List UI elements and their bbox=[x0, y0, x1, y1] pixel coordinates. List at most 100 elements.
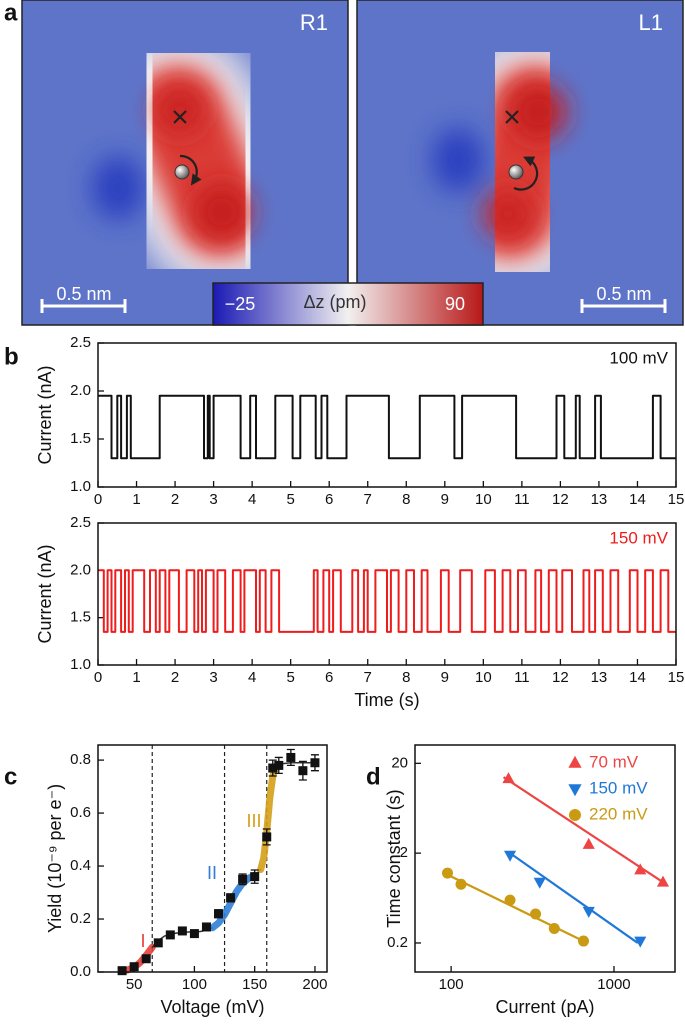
x-tick-label: 150 bbox=[242, 976, 267, 993]
lobe bbox=[194, 184, 250, 240]
marker bbox=[189, 929, 199, 939]
marker bbox=[177, 926, 187, 936]
x-tick-label: 8 bbox=[402, 669, 410, 686]
x-axis-title: Time (s) bbox=[354, 690, 419, 710]
marker bbox=[226, 893, 236, 903]
marker bbox=[153, 938, 163, 948]
marker bbox=[656, 875, 670, 887]
marker bbox=[502, 772, 515, 784]
marker bbox=[582, 906, 595, 918]
y-tick-label: 0.4 bbox=[70, 857, 91, 874]
x-tick-label: 3 bbox=[209, 669, 217, 686]
x-tick-label: 5 bbox=[286, 669, 294, 686]
cross bbox=[173, 110, 187, 124]
marker bbox=[310, 758, 320, 768]
rotation-arrow bbox=[179, 154, 202, 186]
legend-marker bbox=[568, 755, 582, 768]
x-tick-label: 1 bbox=[132, 669, 140, 686]
x-tick-label: 9 bbox=[441, 669, 449, 686]
y-tick-label: 1.0 bbox=[70, 656, 91, 673]
marker bbox=[201, 922, 211, 932]
stm-image bbox=[357, 0, 683, 325]
x-tick-label: 2 bbox=[171, 669, 179, 686]
marker bbox=[634, 936, 647, 948]
colorbar-max: 90 bbox=[445, 294, 465, 314]
marker bbox=[262, 832, 272, 842]
y-tick-label: 0.2 bbox=[70, 910, 91, 927]
x-tick-label: 11 bbox=[514, 491, 530, 508]
marker bbox=[129, 962, 139, 972]
x-tick-label: 13 bbox=[591, 669, 608, 686]
y-tick-label: 20 bbox=[391, 754, 408, 771]
x-tick-label: 7 bbox=[364, 669, 372, 686]
x-tick-label: 100 bbox=[439, 976, 464, 993]
x-tick-label: 14 bbox=[629, 669, 646, 686]
marker bbox=[455, 878, 467, 890]
panel-label: b bbox=[4, 343, 19, 370]
marker bbox=[298, 766, 308, 776]
y-tick-label: 2.5 bbox=[70, 334, 91, 351]
image-border bbox=[21, 0, 349, 326]
cross bbox=[505, 110, 519, 124]
x-tick-label: 12 bbox=[552, 491, 569, 508]
plot-frame bbox=[414, 744, 676, 973]
marker bbox=[165, 930, 175, 940]
x-tick-label: 100 bbox=[182, 976, 207, 993]
y-axis-title: Current (nA) bbox=[35, 365, 55, 464]
y-tick-label: 2.0 bbox=[70, 382, 91, 399]
x-tick-label: 50 bbox=[126, 976, 143, 993]
x-tick-label: 3 bbox=[209, 491, 217, 508]
y-tick-label: 1.0 bbox=[70, 478, 91, 495]
marker bbox=[441, 867, 453, 879]
x-tick-label: 8 bbox=[402, 491, 410, 508]
x-tick-label: 4 bbox=[248, 669, 256, 686]
x-tick-label: 11 bbox=[514, 669, 530, 686]
lobe bbox=[156, 86, 204, 134]
marker bbox=[530, 908, 542, 920]
y-axis-title: Time constant (s) bbox=[384, 789, 404, 927]
colorbar-title: Δz (pm) bbox=[303, 292, 366, 312]
x-tick-label: 10 bbox=[475, 669, 492, 686]
fit-line bbox=[447, 873, 584, 943]
scale-bar bbox=[40, 299, 127, 313]
x-tick-label: 200 bbox=[302, 976, 327, 993]
y-tick-label: 0.2 bbox=[387, 934, 408, 951]
marker bbox=[274, 760, 284, 770]
x-tick-label: 5 bbox=[286, 491, 294, 508]
marker bbox=[238, 874, 248, 884]
marker bbox=[582, 837, 595, 849]
fit-curve bbox=[278, 761, 316, 765]
x-tick-label: 9 bbox=[441, 491, 449, 508]
lobe bbox=[484, 190, 532, 238]
x-tick-label: 7 bbox=[364, 491, 372, 508]
legend-label: 70 mV bbox=[589, 752, 639, 771]
legend-marker bbox=[568, 784, 582, 797]
x-tick-label: 13 bbox=[591, 491, 608, 508]
x-tick-label: 6 bbox=[325, 669, 333, 686]
x-tick-label: 0 bbox=[94, 669, 102, 686]
panel-label: a bbox=[4, 0, 18, 26]
x-tick-label: 2 bbox=[171, 491, 179, 508]
annotation: 150 mV bbox=[609, 528, 668, 547]
y-tick-label: 2.0 bbox=[70, 561, 91, 578]
y-tick-label: 2.5 bbox=[70, 514, 91, 531]
marker bbox=[533, 877, 546, 889]
x-tick-label: 4 bbox=[248, 491, 256, 508]
rotation-arrow bbox=[513, 156, 539, 191]
marker bbox=[503, 850, 517, 862]
image-label: L1 bbox=[639, 10, 663, 35]
trace bbox=[98, 394, 676, 460]
y-tick-label: 1.5 bbox=[70, 430, 91, 447]
annotation: II bbox=[207, 863, 217, 883]
x-tick-label: 0 bbox=[94, 491, 102, 508]
colorbar-min: −25 bbox=[225, 294, 256, 314]
x-tick-label: 10 bbox=[475, 491, 492, 508]
y-tick-label: 0.6 bbox=[70, 804, 91, 821]
panel-label: d bbox=[366, 763, 381, 790]
annotation: I bbox=[140, 931, 145, 951]
image-border bbox=[356, 0, 684, 326]
y-tick-label: 0.0 bbox=[70, 963, 91, 980]
x-tick-label: 6 bbox=[325, 491, 333, 508]
